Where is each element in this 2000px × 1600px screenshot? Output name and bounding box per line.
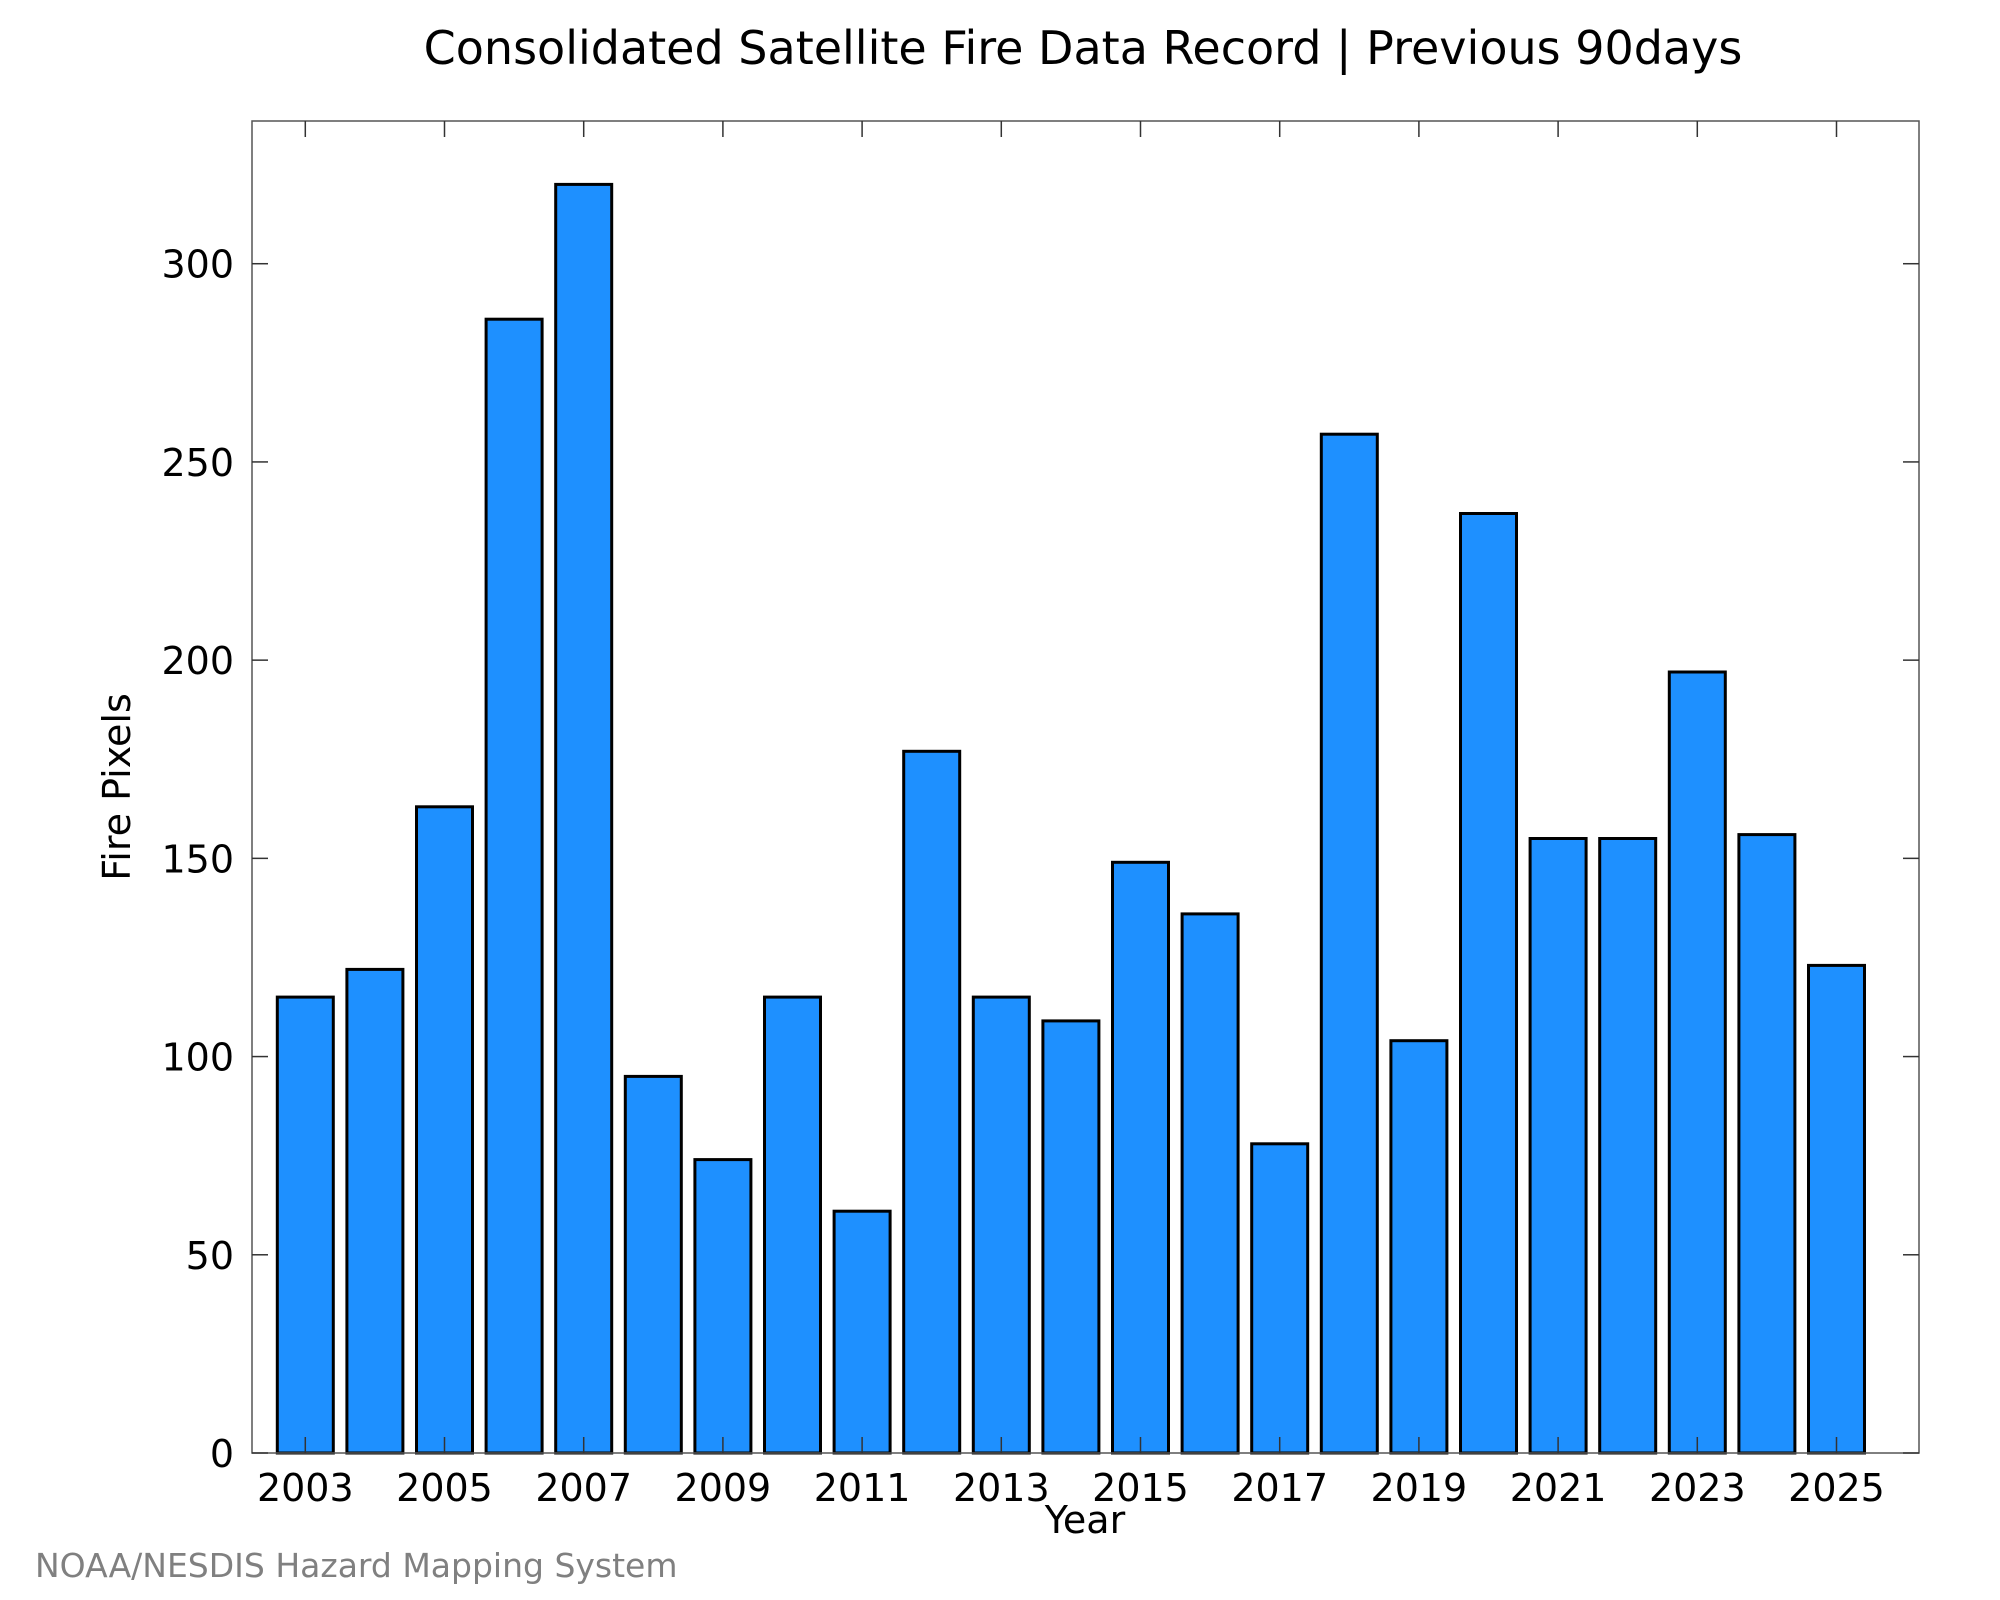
bar-2018: [1319, 432, 1379, 1455]
bar-2024: [1737, 833, 1797, 1455]
y-axis-label: Fire Pixels: [95, 693, 139, 881]
bar-2023: [1667, 670, 1727, 1455]
x-tick-label-2023: 2023: [1649, 1466, 1746, 1510]
bar-2009: [693, 1158, 753, 1455]
y-tick-label-50: 50: [186, 1234, 234, 1278]
x-tick-label-2009: 2009: [675, 1466, 772, 1510]
x-tick-label-2017: 2017: [1231, 1466, 1328, 1510]
x-axis-label: Year: [1044, 1498, 1126, 1542]
bar-2021: [1528, 837, 1588, 1455]
bar-2004: [345, 967, 405, 1455]
bar-2011: [832, 1209, 892, 1455]
bar-2025: [1807, 963, 1866, 1455]
bar-2003: [275, 995, 335, 1455]
x-tick-label-2015: 2015: [1092, 1466, 1189, 1510]
y-tick-label-100: 100: [161, 1036, 234, 1080]
x-tick-label-2005: 2005: [396, 1466, 493, 1510]
bar-2017: [1250, 1142, 1310, 1455]
y-tick-label-150: 150: [161, 837, 234, 881]
bar-2014: [1041, 1019, 1101, 1455]
x-tick-label-2011: 2011: [814, 1466, 911, 1510]
bar-2008: [623, 1074, 683, 1455]
source-credit: NOAA/NESDIS Hazard Mapping System: [35, 1546, 678, 1585]
bar-2006: [484, 317, 544, 1455]
bar-2016: [1180, 912, 1240, 1455]
x-tick-label-2003: 2003: [257, 1466, 354, 1510]
plot-area-frame: [251, 120, 1920, 1454]
x-tick-label-2025: 2025: [1788, 1466, 1885, 1510]
y-tick-label-250: 250: [161, 441, 234, 485]
chart-title: Consolidated Satellite Fire Data Record …: [424, 21, 1743, 76]
bar-2012: [902, 749, 962, 1455]
x-tick-label-2021: 2021: [1510, 1466, 1607, 1510]
bar-2019: [1389, 1039, 1449, 1455]
bar-2007: [554, 182, 614, 1455]
bar-2020: [1459, 512, 1518, 1455]
x-tick-label-2019: 2019: [1371, 1466, 1468, 1510]
y-tick-label-300: 300: [161, 243, 234, 287]
axis-ticks-group: 0 50 100 150 200 250 300 2003 2005 2007 2009 2011 20…: [161, 121, 1919, 1510]
y-tick-label-200: 200: [161, 639, 234, 683]
bar-2010: [763, 995, 822, 1455]
x-tick-label-2007: 2007: [535, 1466, 632, 1510]
x-tick-label-2013: 2013: [953, 1466, 1050, 1510]
bars-group: [275, 182, 1866, 1455]
bar-2005: [415, 805, 474, 1455]
bar-2015: [1111, 860, 1170, 1455]
bar-2013: [971, 995, 1031, 1455]
y-tick-label-0: 0: [210, 1432, 234, 1476]
bar-2022: [1598, 837, 1658, 1455]
